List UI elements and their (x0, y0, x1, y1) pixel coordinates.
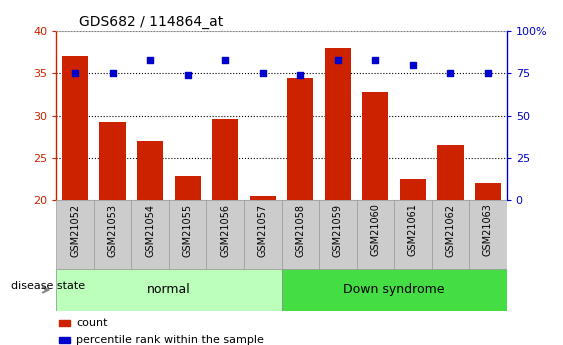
Bar (469, 200, 507, 269)
Bar (175, 176, 201, 200)
Text: GSM21058: GSM21058 (295, 204, 305, 257)
Bar (59, 337, 70, 343)
Bar (437, 145, 463, 200)
Bar (56, 269, 282, 310)
Bar (356, 200, 394, 269)
Bar (56, 200, 94, 269)
Point (258, 71, 267, 76)
Text: GSM21061: GSM21061 (408, 204, 418, 256)
Text: GDS682 / 114864_at: GDS682 / 114864_at (79, 14, 223, 29)
Text: GSM21059: GSM21059 (333, 204, 343, 257)
Text: GSM21054: GSM21054 (145, 204, 155, 257)
Text: count: count (76, 318, 108, 327)
Bar (400, 179, 426, 200)
Bar (287, 78, 314, 200)
Text: GSM21056: GSM21056 (220, 204, 230, 257)
Point (484, 71, 493, 76)
Bar (169, 200, 207, 269)
Bar (475, 183, 501, 200)
Bar (212, 119, 238, 200)
Text: GSM21063: GSM21063 (483, 204, 493, 256)
Text: normal: normal (147, 283, 191, 296)
Point (70, 71, 79, 76)
Bar (137, 141, 163, 200)
Bar (207, 200, 244, 269)
Text: GSM21057: GSM21057 (258, 204, 268, 257)
Bar (319, 200, 356, 269)
Bar (394, 200, 432, 269)
Point (296, 72, 305, 78)
Bar (62, 57, 88, 200)
Text: GSM21052: GSM21052 (70, 204, 80, 257)
Point (108, 71, 117, 76)
Text: percentile rank within the sample: percentile rank within the sample (76, 335, 264, 345)
Bar (244, 200, 282, 269)
Point (408, 62, 417, 68)
Bar (131, 200, 169, 269)
Bar (362, 92, 388, 200)
Point (371, 57, 380, 62)
Point (183, 72, 192, 78)
Bar (325, 48, 351, 200)
Point (333, 57, 342, 62)
Bar (282, 269, 507, 310)
Bar (249, 196, 276, 200)
Text: Down syndrome: Down syndrome (343, 283, 445, 296)
Text: disease state: disease state (11, 282, 86, 291)
Text: GSM21055: GSM21055 (182, 204, 193, 257)
Text: GSM21053: GSM21053 (108, 204, 118, 257)
Bar (282, 200, 319, 269)
Bar (94, 200, 131, 269)
Bar (432, 200, 469, 269)
Bar (59, 320, 70, 326)
Point (146, 57, 155, 62)
Bar (100, 122, 126, 200)
Point (221, 57, 230, 62)
Point (446, 71, 455, 76)
Text: GSM21060: GSM21060 (370, 204, 381, 256)
Text: GSM21062: GSM21062 (445, 204, 455, 257)
